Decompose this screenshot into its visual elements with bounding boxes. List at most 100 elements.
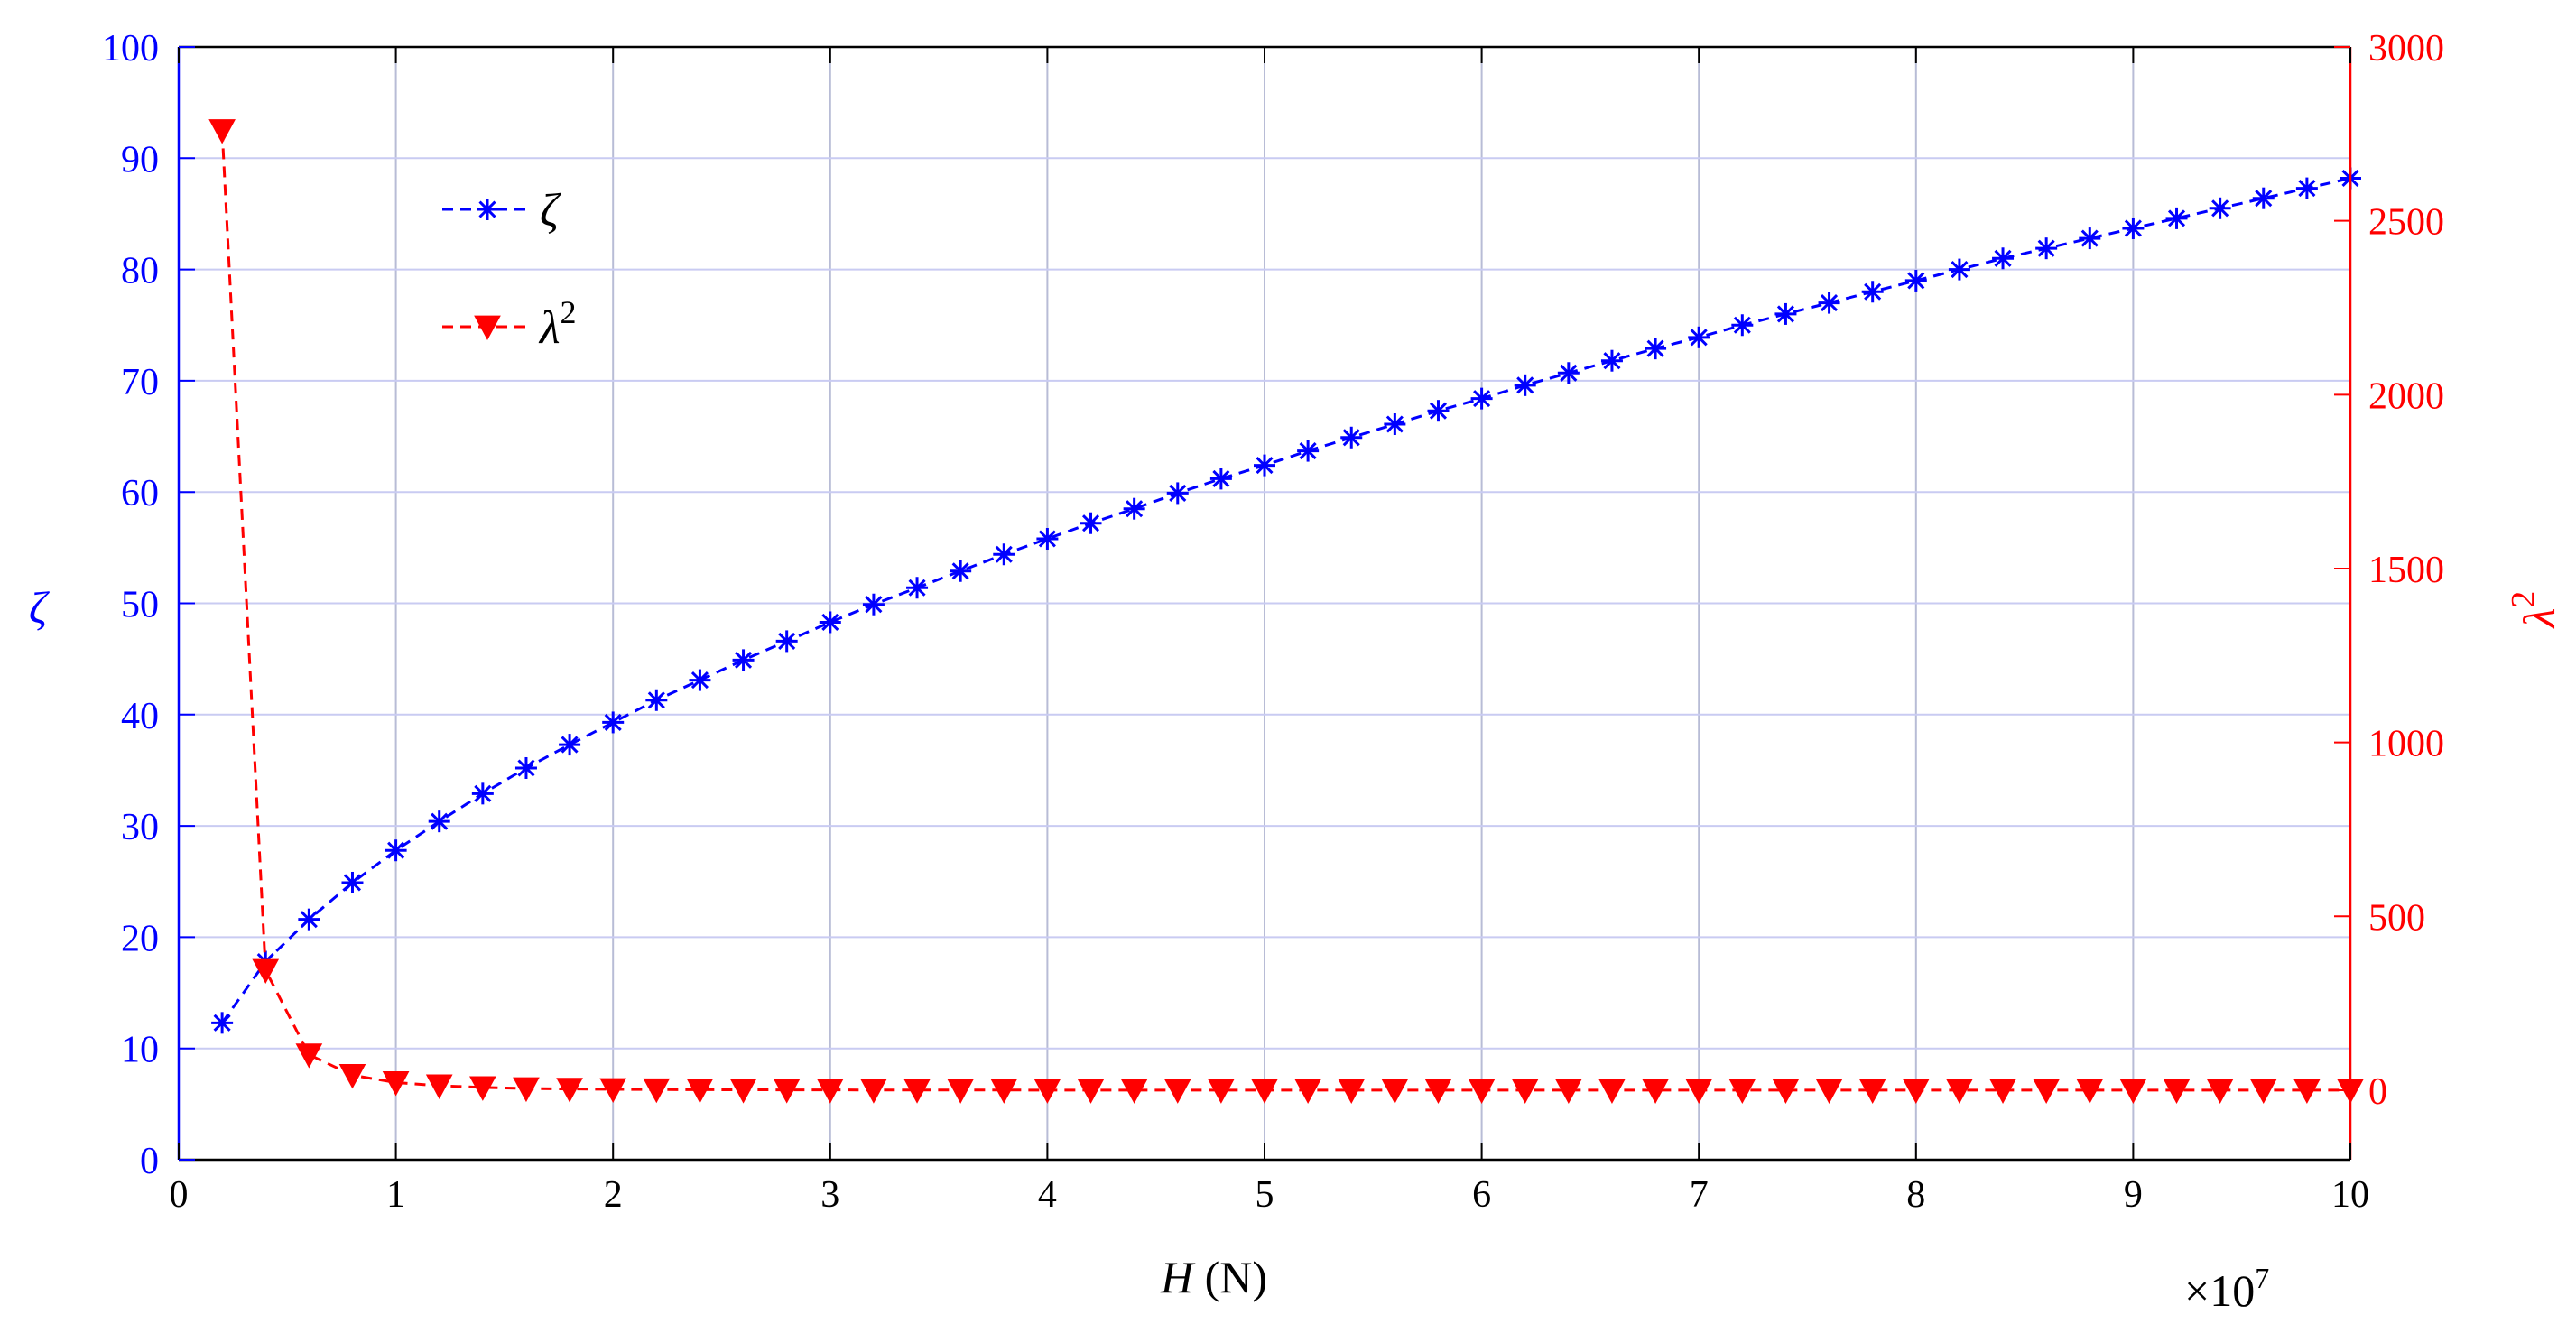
data-point-lambda <box>686 1078 714 1104</box>
data-point-zeta <box>1427 400 1450 422</box>
data-point-zeta <box>1080 512 1102 534</box>
legend-marker-zeta <box>477 199 498 220</box>
data-point-lambda <box>1772 1079 1800 1104</box>
y-axis-right-label: λ2 <box>2505 591 2564 630</box>
data-point-zeta <box>2252 187 2275 209</box>
series-zeta-line <box>220 177 2351 1024</box>
data-point-zeta <box>1861 281 1884 303</box>
series-layer <box>208 119 2364 1104</box>
asterisk-stroke <box>474 784 492 802</box>
asterisk-stroke <box>1169 484 1187 502</box>
asterisk-stroke <box>995 545 1013 563</box>
asterisk-stroke <box>1342 429 1360 447</box>
x-tick-label: 6 <box>1472 1174 1491 1216</box>
asterisk-stroke <box>604 713 622 731</box>
data-point-zeta <box>1036 527 1059 550</box>
data-point-lambda <box>2293 1079 2321 1104</box>
data-point-lambda <box>556 1078 583 1103</box>
data-point-lambda <box>1555 1079 1582 1104</box>
data-point-lambda <box>2206 1079 2234 1104</box>
data-point-lambda <box>1208 1079 1235 1104</box>
y-left-tick-label: 50 <box>121 585 159 626</box>
legend: ζ λ2 <box>442 185 577 354</box>
data-point-lambda <box>1642 1079 1669 1104</box>
series-lambda-line <box>220 130 2351 1092</box>
data-point-lambda <box>1858 1079 1886 1104</box>
series-lambda <box>208 119 2364 1104</box>
data-point-zeta <box>559 734 581 756</box>
y-left-tick-label: 80 <box>121 251 159 292</box>
y-axis-right-label-symbol: λ <box>2514 608 2564 630</box>
asterisk-stroke <box>213 1014 231 1032</box>
legend-label-lambda-sup: 2 <box>561 294 577 330</box>
y-left-tick-label: 60 <box>121 473 159 514</box>
data-point-lambda <box>1815 1079 1843 1104</box>
data-point-lambda <box>2249 1079 2277 1104</box>
x-tick-label: 9 <box>2124 1174 2143 1216</box>
data-point-lambda <box>382 1071 410 1097</box>
asterisk-stroke <box>1038 530 1056 548</box>
data-point-lambda <box>1598 1079 1626 1104</box>
asterisk-stroke <box>1212 469 1230 487</box>
data-point-zeta <box>2122 217 2145 239</box>
data-point-zeta <box>689 669 711 691</box>
data-point-zeta <box>1340 426 1363 449</box>
data-point-lambda <box>252 958 280 985</box>
data-point-zeta <box>1818 292 1840 314</box>
data-point-lambda <box>1077 1079 1105 1104</box>
data-point-zeta <box>471 782 494 805</box>
asterisk-stroke <box>1385 415 1404 433</box>
data-point-zeta <box>211 1012 234 1034</box>
data-point-zeta <box>2035 237 2058 260</box>
data-point-zeta <box>1297 440 1320 462</box>
data-point-zeta <box>1166 482 1189 505</box>
asterisk-stroke <box>517 759 535 777</box>
x-tick-label: 7 <box>1690 1174 1709 1216</box>
data-point-zeta <box>862 593 885 616</box>
data-point-lambda <box>338 1063 366 1089</box>
data-point-lambda <box>1033 1079 1061 1104</box>
grid-layer <box>179 47 2350 1160</box>
asterisk-stroke <box>1429 402 1448 420</box>
x-tick-label: 5 <box>1256 1174 1274 1216</box>
data-point-zeta <box>1688 326 1710 348</box>
y-right-tick-label: 1000 <box>2368 724 2444 765</box>
asterisk-stroke <box>735 651 753 669</box>
data-point-zeta <box>732 649 755 671</box>
data-point-zeta <box>385 839 407 862</box>
x-axis-label-unit: (N) <box>1193 1252 1267 1302</box>
data-point-lambda <box>1338 1079 1366 1104</box>
data-point-lambda <box>2119 1079 2147 1104</box>
y-left-tick-label: 0 <box>140 1141 159 1182</box>
data-point-zeta <box>2079 227 2101 250</box>
legend-label-zeta: ζ <box>540 185 561 236</box>
asterisk-stroke <box>478 200 496 218</box>
asterisk-stroke <box>951 562 969 580</box>
data-point-lambda <box>1381 1079 1409 1104</box>
asterisk-stroke <box>1994 249 2012 267</box>
asterisk-stroke <box>2037 239 2055 257</box>
asterisk-stroke <box>1864 282 1882 301</box>
asterisk-stroke <box>865 596 883 614</box>
data-point-lambda <box>425 1074 453 1099</box>
legend-marker-lambda <box>474 315 501 341</box>
data-point-lambda <box>1468 1079 1496 1104</box>
y-right-tick-label: 0 <box>2368 1071 2387 1113</box>
data-point-zeta <box>1514 374 1536 396</box>
data-point-zeta <box>1992 247 2015 270</box>
data-point-lambda <box>599 1078 627 1104</box>
data-point-lambda <box>947 1079 974 1104</box>
asterisk-stroke <box>561 736 579 754</box>
data-point-lambda <box>1989 1079 2016 1104</box>
data-point-lambda <box>1251 1079 1278 1104</box>
asterisk-stroke <box>778 632 796 650</box>
data-point-lambda <box>2033 1079 2060 1104</box>
data-point-lambda <box>1946 1079 1973 1104</box>
x-axis-label-symbol: H <box>1160 1252 1196 1302</box>
asterisk-stroke <box>1907 272 1925 290</box>
asterisk-stroke <box>343 874 362 892</box>
data-point-lambda <box>1511 1079 1539 1104</box>
data-point-lambda <box>295 1043 323 1069</box>
asterisk-stroke <box>1733 316 1751 334</box>
asterisk-stroke <box>1603 352 1621 370</box>
